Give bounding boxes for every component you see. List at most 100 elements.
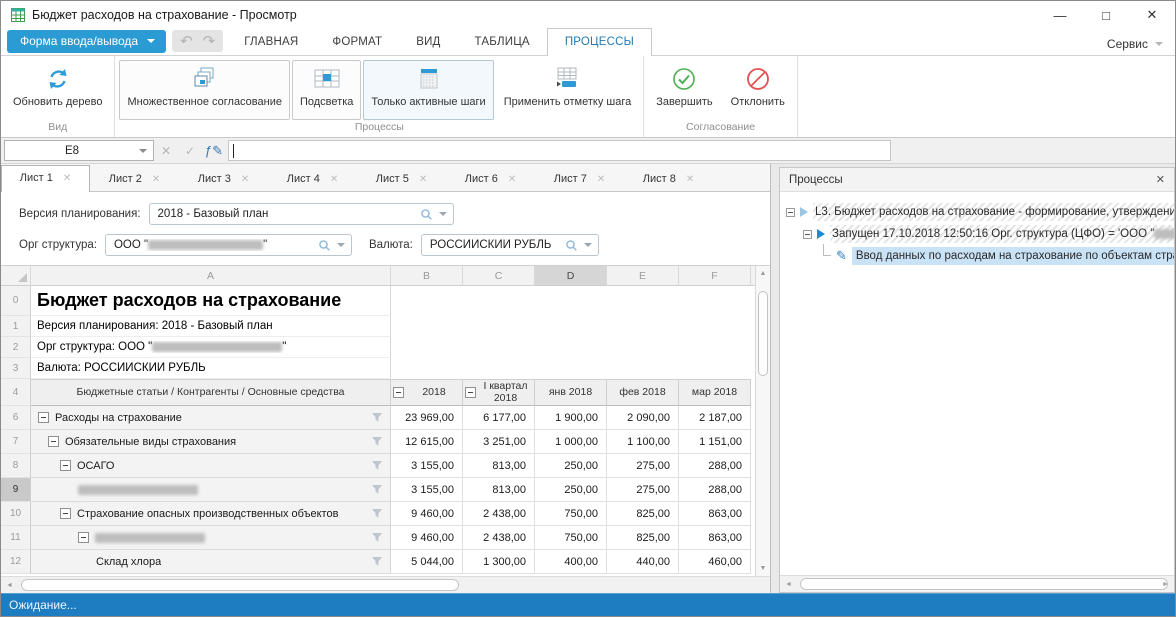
horizontal-scrollbar[interactable]: ◄ ► bbox=[780, 575, 1174, 592]
horizontal-scrollbar[interactable]: ◄ bbox=[1, 576, 770, 593]
filter-icon[interactable] bbox=[371, 508, 383, 519]
scroll-down-icon[interactable]: ▼ bbox=[759, 565, 767, 572]
header-cell-items[interactable]: Бюджетные статьи / Контрагенты / Основны… bbox=[31, 379, 391, 406]
header-cell-mar[interactable]: мар 2018 bbox=[679, 379, 751, 406]
header-cell-q1[interactable]: I квартал 2018 bbox=[463, 379, 535, 406]
close-icon[interactable]: ✕ bbox=[151, 173, 161, 185]
row-number[interactable]: 6 bbox=[1, 406, 31, 430]
undo-icon[interactable]: ↶ bbox=[180, 32, 193, 50]
collapse-icon[interactable] bbox=[78, 532, 89, 543]
column-header-b[interactable]: B bbox=[391, 266, 463, 285]
cell[interactable]: 750,00 bbox=[535, 502, 607, 526]
scroll-left-icon[interactable]: ◄ bbox=[6, 581, 13, 589]
budget-item-cell[interactable]: Расходы на страхование bbox=[31, 406, 391, 430]
row-number[interactable]: 3 bbox=[1, 358, 31, 379]
filter-icon[interactable] bbox=[371, 484, 383, 495]
formula-input[interactable] bbox=[228, 140, 891, 161]
service-menu[interactable]: Сервис bbox=[1107, 37, 1163, 55]
cell[interactable]: 288,00 bbox=[679, 478, 751, 502]
apply-step-mark-button[interactable]: Применить отметку шага bbox=[496, 60, 639, 120]
cell[interactable]: 1 000,00 bbox=[535, 430, 607, 454]
scrollbar-thumb[interactable] bbox=[758, 291, 768, 376]
cell[interactable]: 2 438,00 bbox=[463, 526, 535, 550]
org-combo[interactable]: ООО " " bbox=[104, 234, 352, 256]
sheet-title-cell[interactable]: Бюджет расходов на страхование bbox=[31, 286, 391, 316]
multi-approve-button[interactable]: Множественное согласование bbox=[119, 60, 290, 120]
column-header-c[interactable]: C bbox=[463, 266, 535, 285]
cell[interactable]: 288,00 bbox=[679, 454, 751, 478]
refresh-tree-button[interactable]: Обновить дерево bbox=[5, 60, 110, 120]
row-number[interactable]: 4 bbox=[1, 379, 31, 406]
io-form-menu-button[interactable]: Форма ввода/вывода bbox=[7, 30, 167, 53]
cell[interactable]: 400,00 bbox=[535, 550, 607, 574]
cell[interactable]: 440,00 bbox=[607, 550, 679, 574]
collapse-icon[interactable] bbox=[786, 207, 795, 217]
header-cell-2018[interactable]: 2018 bbox=[391, 379, 463, 406]
vertical-scrollbar[interactable]: ▲ ▼ bbox=[755, 266, 770, 576]
finish-button[interactable]: Завершить bbox=[648, 60, 720, 120]
row-number[interactable]: 10 bbox=[1, 502, 31, 526]
tab-format[interactable]: ФОРМАТ bbox=[332, 36, 383, 48]
sheet-tab-4[interactable]: Лист 4 ✕ bbox=[268, 167, 357, 191]
row-number[interactable]: 2 bbox=[1, 337, 31, 358]
currency-combo[interactable]: РОССИЙСКИЙ РУБЛЬ bbox=[420, 234, 599, 256]
collapse-icon[interactable] bbox=[393, 387, 404, 398]
cell[interactable]: 275,00 bbox=[607, 478, 679, 502]
row-number[interactable]: 0 bbox=[1, 286, 31, 316]
column-header-e[interactable]: E bbox=[607, 266, 679, 285]
process-tree-item[interactable]: L3. Бюджет расходов на страхование - фор… bbox=[786, 201, 1174, 223]
cell[interactable]: 6 177,00 bbox=[463, 406, 535, 430]
cell[interactable]: 23 969,00 bbox=[391, 406, 463, 430]
panel-splitter[interactable] bbox=[771, 164, 779, 593]
tab-glavnaya[interactable]: ГЛАВНАЯ bbox=[244, 36, 299, 48]
confirm-entry-icon[interactable]: ✓ bbox=[184, 143, 196, 158]
cell[interactable]: 5 044,00 bbox=[391, 550, 463, 574]
sheet-tab-6[interactable]: Лист 6 ✕ bbox=[446, 167, 535, 191]
collapse-icon[interactable] bbox=[48, 436, 59, 447]
version-combo[interactable]: 2018 - Базовый план bbox=[148, 203, 454, 225]
cell[interactable]: 2 187,00 bbox=[679, 406, 751, 430]
cell[interactable]: 460,00 bbox=[679, 550, 751, 574]
budget-item-cell[interactable]: ОСАГО bbox=[31, 454, 391, 478]
sheet-tab-7[interactable]: Лист 7 ✕ bbox=[535, 167, 624, 191]
filter-icon[interactable] bbox=[371, 436, 383, 447]
budget-item-cell[interactable]: Склад хлора bbox=[31, 550, 391, 574]
cell[interactable]: 863,00 bbox=[679, 502, 751, 526]
cell-name-box[interactable]: E8 bbox=[4, 140, 154, 161]
maximize-button[interactable]: □ bbox=[1102, 7, 1110, 23]
insert-function-icon[interactable]: ƒ✎ bbox=[202, 143, 226, 159]
row-number[interactable]: 8 bbox=[1, 454, 31, 478]
filter-icon[interactable] bbox=[371, 412, 383, 423]
column-header-d[interactable]: D bbox=[535, 266, 607, 285]
close-icon[interactable]: ✕ bbox=[685, 173, 695, 185]
row-number[interactable]: 1 bbox=[1, 316, 31, 337]
cell[interactable]: 825,00 bbox=[607, 502, 679, 526]
scrollbar-thumb[interactable] bbox=[21, 579, 459, 591]
budget-item-cell[interactable]: Страхование опасных производственных объ… bbox=[31, 502, 391, 526]
cancel-entry-icon[interactable]: ✕ bbox=[160, 143, 172, 158]
cell[interactable]: 2 438,00 bbox=[463, 502, 535, 526]
cell[interactable]: 1 100,00 bbox=[607, 430, 679, 454]
cell[interactable]: 250,00 bbox=[535, 454, 607, 478]
tab-vid[interactable]: ВИД bbox=[416, 36, 441, 48]
header-cell-feb[interactable]: фев 2018 bbox=[607, 379, 679, 406]
highlight-button[interactable]: Подсветка bbox=[291, 60, 362, 120]
process-tree-item-selected[interactable]: ✎ Ввод данных по расходам на страхование… bbox=[786, 244, 1174, 267]
collapse-icon[interactable] bbox=[38, 412, 49, 423]
info-cell[interactable]: Версия планирования: 2018 - Базовый план bbox=[31, 316, 391, 337]
cell[interactable]: 1 900,00 bbox=[535, 406, 607, 430]
filter-icon[interactable] bbox=[371, 532, 383, 543]
cell[interactable]: 3 155,00 bbox=[391, 478, 463, 502]
row-number[interactable]: 7 bbox=[1, 430, 31, 454]
tab-protsessy[interactable]: ПРОЦЕССЫ bbox=[546, 28, 653, 56]
row-number[interactable]: 12 bbox=[1, 550, 31, 574]
cell[interactable]: 3 155,00 bbox=[391, 454, 463, 478]
cell[interactable]: 813,00 bbox=[463, 454, 535, 478]
cell[interactable]: 275,00 bbox=[607, 454, 679, 478]
budget-item-cell[interactable] bbox=[31, 526, 391, 550]
tab-tablitsa[interactable]: ТАБЛИЦА bbox=[474, 36, 530, 48]
scroll-up-icon[interactable]: ▲ bbox=[759, 270, 767, 277]
row-number[interactable]: 11 bbox=[1, 526, 31, 550]
close-icon[interactable]: ✕ bbox=[240, 173, 250, 185]
process-tree-item[interactable]: Запущен 17.10.2018 12:50:16 Орг. структу… bbox=[786, 223, 1174, 245]
